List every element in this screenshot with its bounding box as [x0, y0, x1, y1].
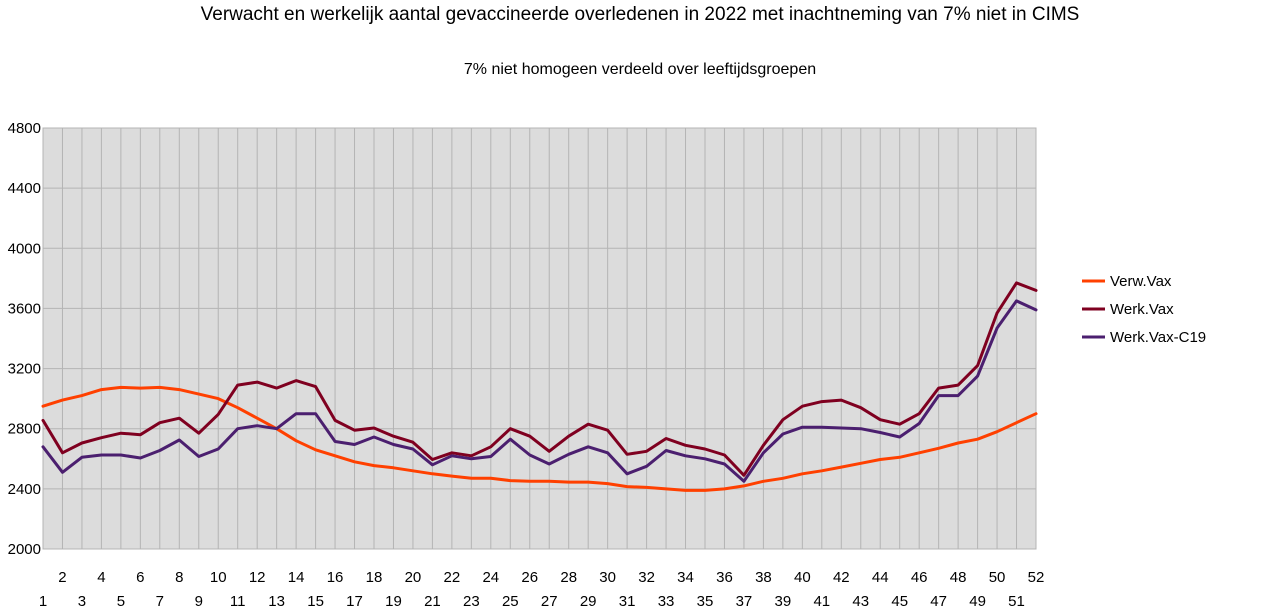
- series-line-1: [41, 385, 1038, 492]
- x-tick-label: 46: [911, 569, 928, 586]
- x-tick-label: 2: [58, 569, 66, 586]
- x-tick-label: 48: [950, 569, 967, 586]
- x-tick-label: 31: [619, 593, 636, 610]
- y-tick-label: 3200: [8, 361, 41, 378]
- x-tick-label: 11: [230, 593, 246, 610]
- x-tick-label: 33: [658, 593, 675, 610]
- x-tick-label: 1: [39, 593, 47, 610]
- x-tick-label: 23: [463, 593, 480, 610]
- x-tick-label: 13: [268, 593, 285, 610]
- x-tick-label: 40: [794, 569, 811, 586]
- x-tick-label: 39: [775, 593, 792, 610]
- x-tick-label: 20: [405, 569, 422, 586]
- x-tick-label: 18: [366, 569, 383, 586]
- chart-subtitle: 7% niet homogeen verdeeld over leeftijds…: [463, 61, 817, 78]
- x-tick-label: 12: [249, 569, 266, 586]
- x-tick-label: 29: [580, 593, 597, 610]
- gridlines: [42, 127, 1037, 550]
- x-tick-label: 17: [346, 593, 363, 610]
- x-tick-label: 4: [97, 569, 105, 586]
- legend-label: Werk.Vax-C19: [1110, 329, 1206, 346]
- x-tick-label: 41: [813, 593, 830, 610]
- y-tick-label: 2000: [8, 541, 41, 558]
- x-tick-label: 15: [307, 593, 324, 610]
- plot-area: [43, 128, 1036, 549]
- x-tick-label: 36: [716, 569, 733, 586]
- x-tick-label: 14: [288, 569, 305, 586]
- x-tick-label: 6: [136, 569, 144, 586]
- y-tick-label: 2400: [8, 481, 41, 498]
- x-tick-label: 38: [755, 569, 772, 586]
- x-tick-label: 32: [638, 569, 655, 586]
- x-tick-label: 22: [444, 569, 461, 586]
- x-tick-label: 16: [327, 569, 344, 586]
- y-tick-label: 2800: [8, 421, 41, 438]
- x-tick-label: 49: [969, 593, 986, 610]
- x-tick-label: 34: [677, 569, 694, 586]
- axes: 2000240028003200360040004400480012345678…: [8, 120, 1045, 610]
- y-tick-label: 4000: [8, 240, 41, 257]
- x-tick-label: 37: [736, 593, 753, 610]
- x-tick-label: 10: [210, 569, 227, 586]
- y-tick-label: 4400: [8, 180, 41, 197]
- x-tick-label: 7: [156, 593, 164, 610]
- legend-label: Werk.Vax: [1110, 301, 1174, 318]
- chart-title: Verwacht en werkelijk aantal gevaccineer…: [200, 4, 1080, 25]
- x-tick-label: 21: [424, 593, 441, 610]
- y-tick-label: 3600: [8, 300, 41, 317]
- x-tick-label: 8: [175, 569, 183, 586]
- legend-label: Verw.Vax: [1110, 273, 1172, 290]
- x-tick-label: 43: [852, 593, 869, 610]
- x-tick-label: 5: [117, 593, 125, 610]
- x-tick-label: 24: [482, 569, 499, 586]
- x-tick-label: 3: [78, 593, 86, 610]
- x-tick-label: 19: [385, 593, 402, 610]
- x-tick-label: 47: [930, 593, 947, 610]
- legend: Verw.Vax Werk.Vax Werk.Vax-C19: [1082, 273, 1206, 346]
- series-line-3: [41, 299, 1038, 483]
- x-tick-label: 26: [521, 569, 538, 586]
- x-tick-label: 35: [697, 593, 714, 610]
- x-tick-label: 42: [833, 569, 850, 586]
- x-tick-label: 28: [560, 569, 577, 586]
- x-tick-label: 45: [891, 593, 908, 610]
- x-tick-label: 30: [599, 569, 616, 586]
- y-tick-label: 4800: [8, 120, 41, 137]
- plot-border: [42, 127, 1037, 550]
- x-tick-label: 25: [502, 593, 519, 610]
- x-tick-label: 52: [1028, 569, 1045, 586]
- series-group: [41, 281, 1038, 492]
- x-tick-label: 44: [872, 569, 889, 586]
- x-tick-label: 51: [1008, 593, 1025, 610]
- x-tick-label: 50: [989, 569, 1006, 586]
- series-line-2: [41, 281, 1038, 477]
- x-tick-label: 9: [195, 593, 203, 610]
- x-tick-label: 27: [541, 593, 558, 610]
